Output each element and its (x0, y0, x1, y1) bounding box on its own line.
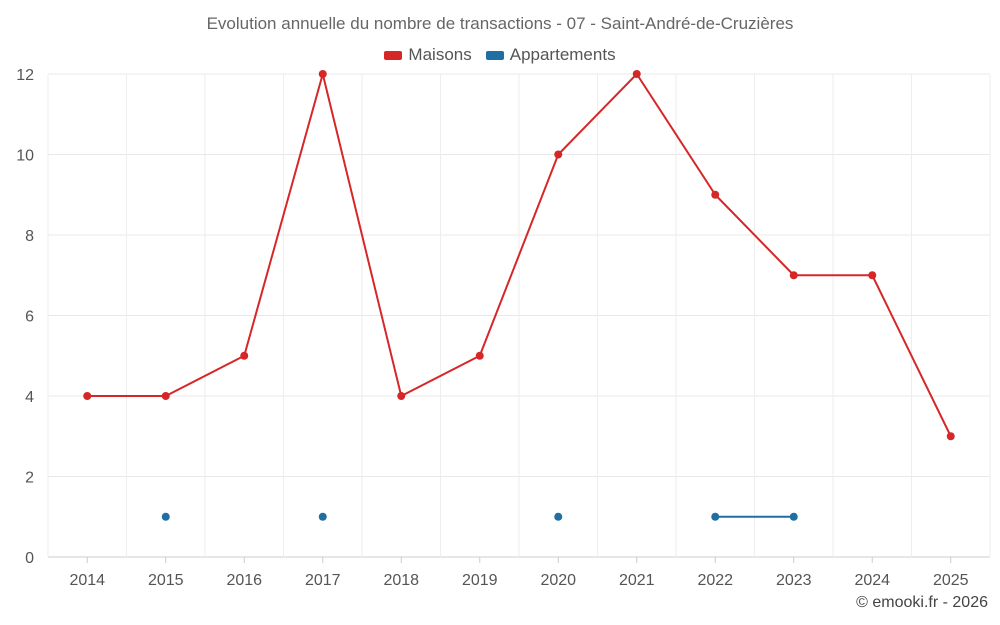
data-point[interactable] (161, 392, 170, 400)
y-tick-label: 10 (16, 148, 34, 165)
y-tick-label: 6 (25, 309, 34, 326)
legend-swatch-appartements (485, 50, 504, 60)
data-point[interactable] (711, 512, 720, 521)
legend-swatch-maisons (384, 50, 403, 60)
series-group (83, 70, 955, 521)
legend-item-appartements[interactable]: Appartements (485, 45, 616, 65)
data-point[interactable] (554, 512, 563, 521)
x-tick-label: 2020 (540, 572, 576, 589)
x-tick-label: 2021 (619, 572, 655, 589)
chart-title: Evolution annuelle du nombre de transact… (206, 14, 794, 33)
series-appartements (161, 512, 798, 521)
data-point[interactable] (475, 351, 484, 360)
data-point[interactable] (318, 70, 327, 78)
data-point[interactable] (711, 190, 720, 199)
y-tick-label: 12 (16, 67, 34, 84)
y-tick-label: 2 (25, 470, 34, 487)
x-tick-label: 2022 (697, 572, 733, 589)
x-tick-label: 2015 (148, 572, 184, 589)
x-tick-label: 2016 (226, 572, 262, 589)
data-point[interactable] (789, 512, 798, 521)
y-tick-label: 4 (25, 389, 34, 406)
legend-label-maisons: Maisons (408, 45, 472, 64)
data-point[interactable] (789, 271, 798, 280)
x-tick-label: 2014 (69, 572, 105, 589)
data-point[interactable] (632, 70, 641, 78)
y-tick-label: 8 (25, 228, 34, 245)
axes: 0 2 4 6 8 10 12 2014 2015 2016 2017 2018 2019 2020 202… (16, 67, 968, 589)
x-tick-label: 2025 (933, 572, 969, 589)
data-point[interactable] (240, 351, 249, 360)
x-tick-label: 2017 (305, 572, 341, 589)
series-line (87, 73, 952, 437)
data-point[interactable] (946, 432, 955, 441)
data-point[interactable] (83, 392, 92, 400)
data-point[interactable] (161, 512, 170, 521)
legend-item-maisons[interactable]: Maisons (384, 45, 472, 65)
x-tick-label: 2023 (776, 572, 812, 589)
data-point[interactable] (554, 150, 563, 159)
legend: Maisons Appartements (0, 45, 1000, 65)
data-point[interactable] (868, 271, 877, 280)
data-point[interactable] (397, 392, 406, 400)
grid (47, 73, 991, 558)
x-tick-label: 2019 (462, 572, 498, 589)
legend-label-appartements: Appartements (509, 45, 616, 64)
y-tick-label: 0 (25, 550, 34, 567)
series-maisons (83, 70, 955, 441)
data-point[interactable] (318, 512, 327, 521)
x-tick-label: 2024 (854, 572, 890, 589)
copyright-text: © emooki.fr - 2026 (856, 594, 988, 611)
x-tick-label: 2018 (383, 572, 419, 589)
